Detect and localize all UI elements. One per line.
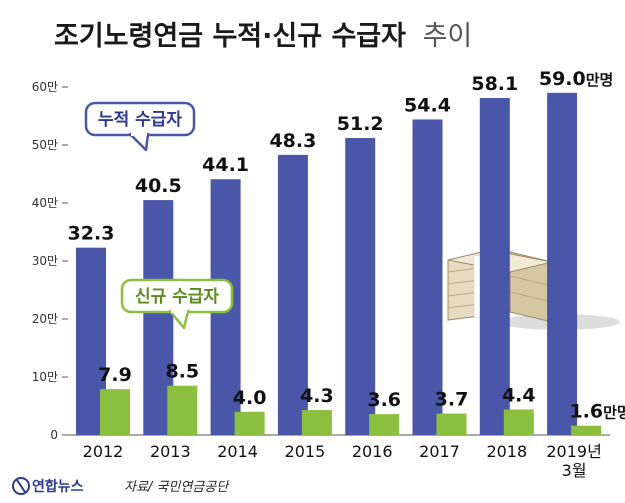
value-label-cumulative: 58.1 bbox=[471, 73, 518, 95]
bar-new bbox=[503, 409, 534, 435]
y-tick-label: 60만 bbox=[32, 80, 58, 94]
bar-new bbox=[436, 413, 467, 435]
value-label-new: 4.0 bbox=[233, 387, 267, 409]
x-tick-label: 2013 bbox=[150, 442, 191, 461]
y-tick-label: 20만 bbox=[32, 312, 58, 326]
brand-logo: 연합뉴스 bbox=[12, 477, 84, 495]
value-label-new: 1.6만명 bbox=[569, 401, 625, 423]
y-axis: 0 10만 20만 30만 40만 50만 60만 bbox=[32, 80, 68, 442]
x-tick-label: 2015 bbox=[285, 442, 326, 461]
source-note: 자료/ 국민연금공단 bbox=[124, 480, 230, 495]
value-labels: 32.3 7.9 40.5 8.5 44.1 4.0 48.3 4.3 51.2 3.6 54.4 3… bbox=[68, 68, 625, 423]
brand-name: 연합뉴스 bbox=[32, 478, 84, 495]
legend-new-label: 신규 수급자 bbox=[135, 287, 219, 307]
y-tick-label: 0 bbox=[50, 428, 58, 442]
yonhap-logo-icon bbox=[12, 477, 30, 495]
money-stack-illustration bbox=[447, 249, 620, 330]
chart-title: 조기노령연금 누적·신규 수급자 추이 bbox=[54, 21, 472, 52]
value-label-cumulative: 54.4 bbox=[404, 94, 451, 116]
bar-new bbox=[234, 411, 265, 435]
bar-cumulative bbox=[412, 119, 443, 435]
legend-callout-new: 신규 수급자 bbox=[120, 278, 234, 330]
bar-new bbox=[571, 425, 602, 435]
bar-group bbox=[76, 92, 602, 436]
value-label-new: 8.5 bbox=[165, 361, 199, 383]
bar-cumulative bbox=[479, 98, 510, 436]
category-labels: 2012 2013 2014 2015 2016 2017 2018 2019년 3월 bbox=[83, 442, 602, 480]
value-label-cumulative: 40.5 bbox=[135, 175, 182, 197]
value-label-new: 7.9 bbox=[98, 364, 132, 386]
x-tick-label: 2019년 3월 bbox=[546, 442, 601, 480]
value-label-cumulative: 51.2 bbox=[337, 113, 384, 135]
y-tick-label: 10만 bbox=[32, 370, 58, 384]
bar-cumulative bbox=[345, 138, 376, 436]
bar-cumulative bbox=[277, 154, 308, 436]
y-tick-label: 40만 bbox=[32, 196, 58, 210]
chart-title-main: 조기노령연금 누적·신규 수급자 bbox=[54, 21, 406, 52]
value-label-cumulative: 32.3 bbox=[68, 223, 115, 245]
value-label-cumulative: 44.1 bbox=[202, 154, 249, 176]
bar-new bbox=[100, 389, 130, 435]
value-label-new: 3.7 bbox=[435, 389, 469, 411]
bar-new bbox=[301, 410, 332, 435]
y-tick-label: 50만 bbox=[32, 138, 58, 152]
bar-new bbox=[167, 385, 198, 435]
chart-title-suffix: 추이 bbox=[423, 21, 473, 52]
legend-cumulative-label: 누적 수급자 bbox=[98, 110, 182, 130]
value-label-new: 4.3 bbox=[300, 385, 334, 407]
bar-new bbox=[369, 414, 400, 435]
value-label-cumulative: 59.0만명 bbox=[539, 68, 614, 90]
x-tick-label: 2017 bbox=[419, 442, 460, 461]
value-label-cumulative: 48.3 bbox=[269, 130, 316, 152]
x-tick-label: 2012 bbox=[83, 442, 124, 461]
value-label-new: 3.6 bbox=[367, 389, 401, 411]
y-tick-label: 30만 bbox=[32, 254, 58, 268]
bar-cumulative bbox=[547, 92, 578, 436]
legend-callout-cumulative: 누적 수급자 bbox=[84, 101, 196, 152]
unit-label-cumulative: 만명 bbox=[586, 71, 614, 89]
x-tick-label: 2016 bbox=[352, 442, 393, 461]
x-tick-label: 2018 bbox=[486, 442, 527, 461]
unit-label-new: 만명 bbox=[603, 404, 625, 422]
value-label-new: 4.4 bbox=[502, 384, 536, 406]
x-tick-label: 2014 bbox=[217, 442, 258, 461]
